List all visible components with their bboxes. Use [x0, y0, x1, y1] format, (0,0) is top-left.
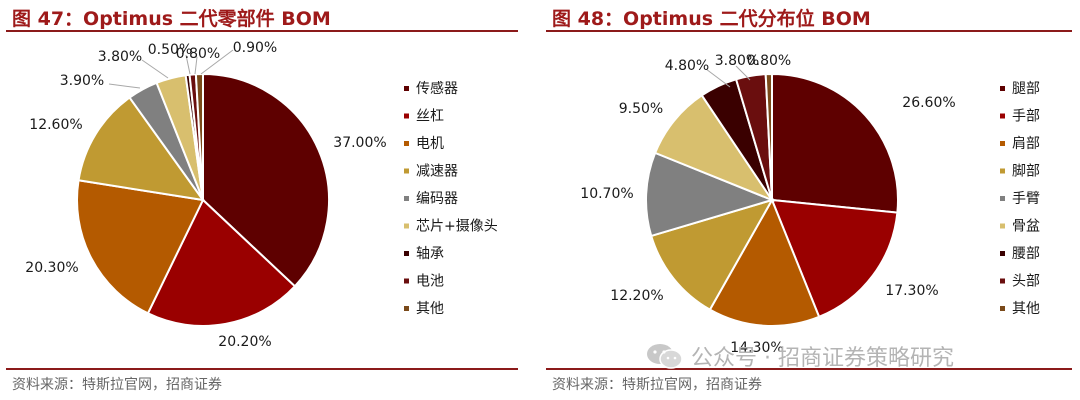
watermark: 公众号 · 招商证券策略研究 — [645, 340, 954, 372]
data-label: 0.80% — [176, 46, 220, 62]
legend-swatch — [1000, 196, 1005, 201]
pie-chart-components: 37.00%20.20%20.30%12.60%3.90%3.80% 0.50%0… — [25, 40, 498, 350]
data-label: 3.80% — [715, 53, 759, 69]
legend-label: 脚部 — [1012, 164, 1040, 180]
legend-label: 传感器 — [416, 80, 458, 97]
legend-swatch — [404, 251, 409, 256]
data-label: 17.30% — [885, 283, 938, 299]
pie-slice — [653, 93, 775, 203]
legend-label: 腰部 — [1012, 246, 1040, 262]
data-label: 20.30% — [25, 260, 78, 276]
legend-label: 其他 — [416, 301, 444, 317]
legend-swatch — [404, 113, 409, 119]
legend-swatch — [1000, 113, 1005, 119]
legend-label: 其他 — [1012, 301, 1040, 317]
data-label: 0.90% — [233, 40, 277, 56]
leader-line — [108, 83, 141, 89]
legend-swatch — [1000, 306, 1005, 311]
data-label: 4.80% — [665, 58, 709, 74]
data-label: 9.50% — [619, 101, 663, 117]
title-divider — [546, 30, 1072, 32]
leader-line — [705, 68, 731, 88]
legend-swatch — [404, 168, 409, 174]
legend-swatch — [404, 223, 409, 229]
legend-label: 轴承 — [416, 246, 444, 262]
data-label: 3.80% — [98, 49, 142, 65]
legend-swatch — [404, 306, 409, 311]
data-labels: 37.00%20.20%20.30%12.60%3.90%3.80% 0.50%0… — [25, 40, 386, 350]
leader-line — [141, 59, 169, 79]
legend-swatch — [404, 278, 409, 284]
legend-swatch — [404, 141, 409, 146]
source-note: 资料来源：特斯拉官网，招商证券 — [12, 377, 222, 393]
source-divider — [546, 368, 1072, 370]
pie-chart-body-parts: 26.60% 17.30% 14.30% 12.20% 10.70% 9.50% 4.80%… — [580, 53, 1040, 356]
legend-label: 骨盆 — [1012, 219, 1040, 235]
pie-slice — [77, 96, 206, 202]
pie-slice — [770, 198, 899, 319]
pie-slice — [146, 198, 297, 327]
leader-line — [194, 56, 198, 75]
pie-slice — [764, 72, 773, 201]
pie-slice — [202, 72, 330, 288]
legend-label: 电机 — [416, 136, 444, 152]
pie-slice — [645, 151, 776, 238]
pie-slice — [771, 72, 899, 214]
legend-swatch — [404, 86, 409, 91]
data-label: 14.30% — [730, 340, 783, 356]
wechat-icon — [647, 344, 683, 369]
data-label: 12.60% — [29, 117, 82, 133]
data-label: 26.60% — [902, 95, 955, 111]
legend-swatch — [1000, 168, 1005, 174]
pie-slices — [645, 72, 899, 327]
data-label: 37.00% — [333, 135, 386, 151]
legend-label: 丝杠 — [416, 109, 444, 125]
data-label: 20.20% — [218, 334, 271, 350]
legend-label: 手部 — [1012, 109, 1040, 125]
legend-label: 编码器 — [416, 191, 458, 207]
data-label: 12.20% — [610, 288, 663, 304]
legend-swatch — [1000, 223, 1005, 229]
title-divider — [6, 30, 518, 32]
leader-line — [185, 54, 191, 75]
legend-label: 手臂 — [1012, 191, 1040, 207]
legend-label: 减速器 — [416, 164, 458, 180]
legend-swatch — [1000, 86, 1005, 91]
legend-swatch — [1000, 141, 1005, 146]
legend-label: 电池 — [416, 274, 444, 290]
data-label: 10.70% — [580, 186, 633, 202]
pie-slice — [708, 197, 821, 327]
legend-swatch — [1000, 278, 1005, 284]
data-label: 0.80% — [747, 53, 791, 69]
source-divider — [6, 368, 518, 370]
leader-line — [735, 65, 751, 81]
figure-47-panel: 图 47：Optimus 二代零部件 BOM 37.00% 20.20% 20.30… — [0, 0, 525, 400]
figure-48-panel: 图 48：Optimus 二代分布位 BOM 26.60% 17.30% 14.30… — [540, 0, 1080, 400]
legend-label: 腿部 — [1012, 81, 1040, 97]
data-label: 0.50% — [148, 42, 192, 58]
data-label: 3.90% — [60, 73, 104, 89]
legend-swatch — [404, 196, 409, 201]
legend-label: 肩部 — [1012, 136, 1040, 152]
source-note: 资料来源：特斯拉官网，招商证券 — [552, 377, 762, 393]
watermark-text: 公众号 · 招商证券策略研究 — [691, 346, 954, 371]
pie-slices — [76, 72, 330, 327]
figure-title: 图 47：Optimus 二代零部件 BOM — [12, 8, 331, 30]
pie-slice — [194, 72, 204, 201]
legend-label: 芯片+摄像头 — [416, 219, 498, 235]
legend-label: 头部 — [1012, 274, 1040, 290]
figure-title: 图 48：Optimus 二代分布位 BOM — [552, 8, 871, 30]
data-labels: 26.60% 17.30% 14.30% 12.20% 10.70% 9.50% 4.80%… — [580, 53, 955, 356]
legend-swatch — [1000, 251, 1005, 256]
leader-line — [200, 49, 234, 75]
pie-slice — [76, 179, 205, 315]
